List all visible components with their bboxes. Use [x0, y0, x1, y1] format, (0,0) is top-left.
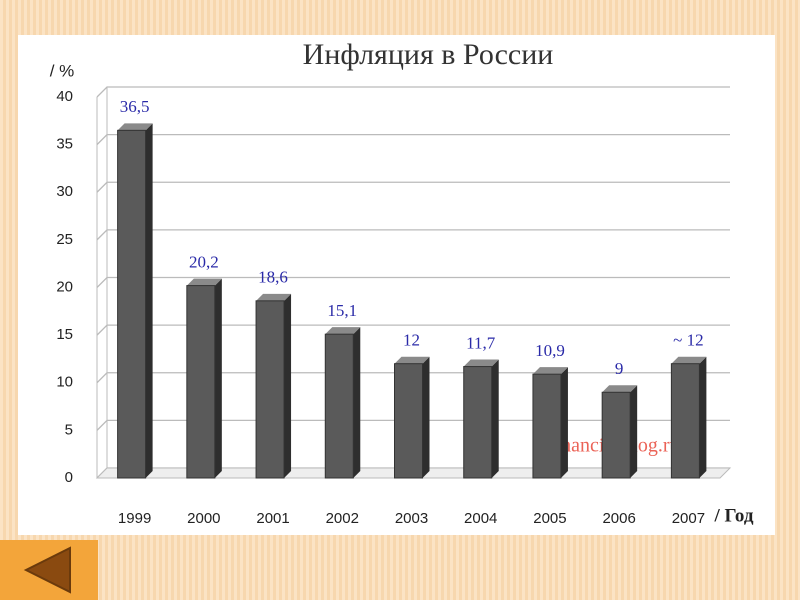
x-axis-label: / Год [713, 505, 753, 526]
y-tick-label: 30 [56, 183, 73, 200]
x-tick-label: 1999 [118, 510, 151, 527]
x-tick-label: 2002 [326, 510, 359, 527]
bar-top [671, 356, 707, 364]
grid-line [96, 133, 730, 146]
bar-side [353, 327, 361, 478]
bar-side [699, 356, 707, 478]
grid-line [96, 181, 730, 193]
y-tick-label: 10 [56, 374, 73, 391]
bar-top [394, 356, 430, 364]
bar [670, 363, 700, 479]
x-tick-label: 2001 [256, 510, 289, 527]
value-label: 11,7 [466, 333, 496, 352]
back-button[interactable] [0, 540, 98, 600]
value-label: 10,9 [535, 341, 565, 360]
bar [324, 333, 354, 479]
value-label: 9 [615, 359, 624, 378]
bar-top [325, 327, 361, 335]
bar [186, 285, 216, 479]
bar [255, 300, 285, 479]
bar-side [560, 367, 568, 478]
value-label: 15,1 [327, 301, 357, 320]
bar-side [422, 356, 430, 478]
grid-line [96, 419, 730, 431]
x-tick-label: 2000 [187, 510, 220, 527]
x-tick-label: 2003 [395, 510, 428, 527]
x-tick-label: 2006 [602, 510, 635, 527]
y-tick-label: 0 [65, 469, 73, 486]
back-arrow [23, 546, 71, 594]
bar [117, 129, 147, 479]
bar [463, 366, 493, 479]
value-label: 12 [403, 331, 420, 350]
y-tick-label: 20 [56, 278, 73, 295]
x-tick-label: 2004 [464, 510, 497, 527]
value-label: ~ 12 [673, 331, 703, 350]
grid-line [96, 372, 730, 384]
bar-side [284, 293, 292, 478]
grid-line [96, 276, 730, 288]
y-tick-label: 5 [65, 421, 73, 438]
bar-side [630, 385, 638, 478]
grid-line [96, 86, 730, 98]
y-axis-label: / % [50, 61, 75, 80]
chart-title: Инфляция в России [303, 38, 554, 71]
y-tick-label: 40 [56, 88, 73, 105]
bar-top [256, 293, 292, 301]
y-tick-label: 15 [56, 326, 73, 343]
value-label: 18,6 [258, 268, 288, 287]
bar-side [214, 278, 222, 478]
bar-side [491, 359, 499, 478]
y-tick-label: 35 [56, 136, 73, 153]
bar-top [602, 385, 638, 393]
bar-side [145, 123, 153, 479]
x-tick-label: 2005 [533, 510, 566, 527]
bar-top [117, 123, 153, 131]
value-label: 36,5 [120, 97, 150, 116]
value-label: 20,2 [189, 253, 219, 272]
y-tick-label: 25 [56, 231, 73, 248]
bar [394, 363, 423, 479]
bar-top [186, 278, 222, 286]
bar [532, 373, 562, 479]
grid-line [96, 229, 730, 241]
bar [601, 391, 631, 479]
bar-top [463, 359, 499, 367]
grid-line [96, 324, 730, 336]
bar-top [532, 367, 568, 375]
x-tick-label: 2007 [672, 510, 705, 527]
